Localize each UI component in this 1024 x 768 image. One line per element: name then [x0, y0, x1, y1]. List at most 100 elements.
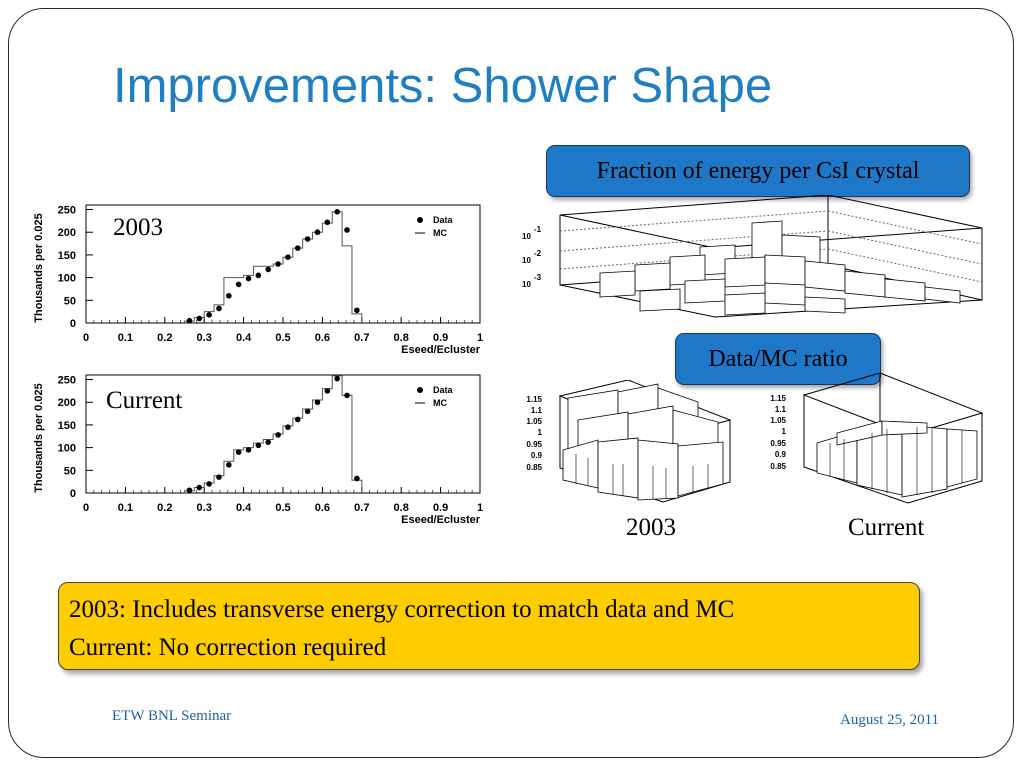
- svg-text:0.85: 0.85: [770, 462, 786, 471]
- y-tick-label: 150: [58, 420, 76, 432]
- data-point: [245, 447, 252, 453]
- y-tick-label: 150: [58, 250, 76, 262]
- svg-text:1.05: 1.05: [770, 416, 786, 425]
- data-point: [294, 416, 301, 423]
- mc-histogram-line: [184, 375, 363, 493]
- x-tick-label: 0.7: [354, 332, 369, 344]
- data-point: [226, 462, 232, 468]
- label-current-lego: Current: [848, 514, 925, 541]
- svg-text:0.9: 0.9: [775, 450, 787, 459]
- data-point: [226, 292, 232, 299]
- svg-text:1.1: 1.1: [531, 406, 543, 415]
- x-tick-label: 0.3: [197, 332, 212, 344]
- svg-text:-3: -3: [534, 273, 542, 282]
- y-tick-label: 200: [58, 397, 76, 409]
- data-point: [334, 375, 340, 382]
- y-tick-label: 0: [70, 318, 76, 330]
- data-point: [334, 209, 340, 215]
- y-axis-label: Thousands per 0.025: [33, 213, 45, 322]
- y-tick-label: 0: [70, 488, 76, 500]
- data-point: [314, 399, 321, 406]
- data-point: [275, 261, 281, 267]
- x-tick-label: 0.9: [433, 332, 448, 344]
- x-axis-label: Eseed/Ecluster: [401, 514, 481, 526]
- data-point: [304, 408, 311, 415]
- data-point: [324, 219, 331, 226]
- legend-data-marker: [417, 217, 423, 223]
- x-tick-label: 0.9: [433, 502, 448, 514]
- label-2003-histogram: 2003: [113, 214, 163, 241]
- svg-text:1.15: 1.15: [770, 394, 786, 403]
- data-point: [255, 272, 262, 279]
- x-tick-label: 0.7: [354, 502, 369, 514]
- y-tick-label: 250: [58, 375, 76, 387]
- data-point: [294, 245, 301, 251]
- legend-mc-label: MC: [433, 228, 447, 238]
- x-tick-label: 0.2: [157, 332, 172, 344]
- label-2003-lego: 2003: [626, 514, 676, 541]
- x-tick-label: 0.1: [118, 332, 133, 344]
- svg-text:-2: -2: [534, 249, 542, 258]
- slide-title: Improvements: Shower Shape: [113, 59, 773, 113]
- data-point: [285, 254, 291, 260]
- note-line-2003: 2003: Includes transverse energy correct…: [69, 596, 735, 623]
- x-tick-label: 0.4: [236, 332, 252, 344]
- svg-text:0.95: 0.95: [526, 440, 542, 449]
- x-tick-label: 0.3: [197, 502, 212, 514]
- y-tick-label: 50: [64, 295, 76, 307]
- legend-data-label: Data: [433, 215, 454, 225]
- x-axis-label: Eseed/Ecluster: [401, 344, 481, 356]
- svg-text:1.1: 1.1: [775, 405, 787, 414]
- x-tick-label: 1: [477, 502, 483, 514]
- note-box: 2003: Includes transverse energy correct…: [58, 582, 920, 670]
- x-tick-label: 0: [83, 332, 89, 344]
- x-tick-label: 0.8: [394, 332, 409, 344]
- x-tick-label: 0.2: [157, 502, 172, 514]
- note-line-current: Current: No correction required: [69, 634, 387, 661]
- x-tick-label: 0.5: [275, 332, 290, 344]
- x-tick-label: 0: [83, 502, 89, 514]
- y-tick-label: 100: [58, 443, 76, 455]
- x-tick-label: 0.6: [315, 332, 330, 344]
- slide-frame: [8, 8, 1014, 758]
- y-tick-label: 50: [64, 465, 76, 477]
- data-point: [196, 315, 203, 322]
- data-point: [324, 388, 331, 394]
- data-point: [304, 236, 311, 242]
- data-point: [196, 484, 203, 491]
- data-point: [206, 481, 212, 487]
- svg-text:1.05: 1.05: [526, 417, 542, 426]
- footer-seminar: ETW BNL Seminar: [112, 708, 232, 724]
- data-point: [275, 432, 281, 438]
- callout-data-mc-ratio: Data/MC ratio: [675, 333, 881, 385]
- data-point: [216, 305, 222, 312]
- data-point: [206, 312, 212, 318]
- x-tick-label: 0.6: [315, 502, 330, 514]
- callout-data-mc-ratio-text: Data/MC ratio: [708, 345, 848, 372]
- label-current-histogram: Current: [106, 387, 183, 414]
- y-tick-label: 100: [58, 273, 76, 285]
- data-point: [186, 487, 193, 494]
- svg-text:10: 10: [522, 256, 531, 265]
- y-tick-label: 200: [58, 227, 76, 239]
- data-point: [265, 439, 272, 445]
- x-tick-label: 1: [477, 332, 483, 344]
- y-axis-label: Thousands per 0.025: [33, 383, 45, 492]
- svg-text:-1: -1: [534, 225, 542, 234]
- data-point: [216, 474, 222, 480]
- data-point: [354, 307, 360, 314]
- svg-text:10: 10: [522, 232, 531, 241]
- svg-text:0.85: 0.85: [526, 463, 542, 472]
- data-point: [314, 229, 321, 236]
- data-point: [354, 475, 360, 482]
- data-point: [344, 227, 350, 233]
- data-point: [265, 266, 272, 273]
- callout-energy-fraction-text: Fraction of energy per CsI crystal: [596, 157, 920, 184]
- lego-ratio-2003: 1.15 1.1 1.05 1 0.95 0.9 0.85: [526, 380, 732, 503]
- svg-text:1: 1: [782, 427, 787, 436]
- lego-ratio-current: 1.15 1.1 1.05 1 0.95 0.9 0.85: [770, 373, 984, 504]
- svg-text:0.95: 0.95: [770, 439, 786, 448]
- x-tick-label: 0.4: [236, 502, 252, 514]
- lego-energy-fraction: 10-1 10-2 10-3: [522, 195, 983, 318]
- x-tick-label: 0.8: [394, 502, 409, 514]
